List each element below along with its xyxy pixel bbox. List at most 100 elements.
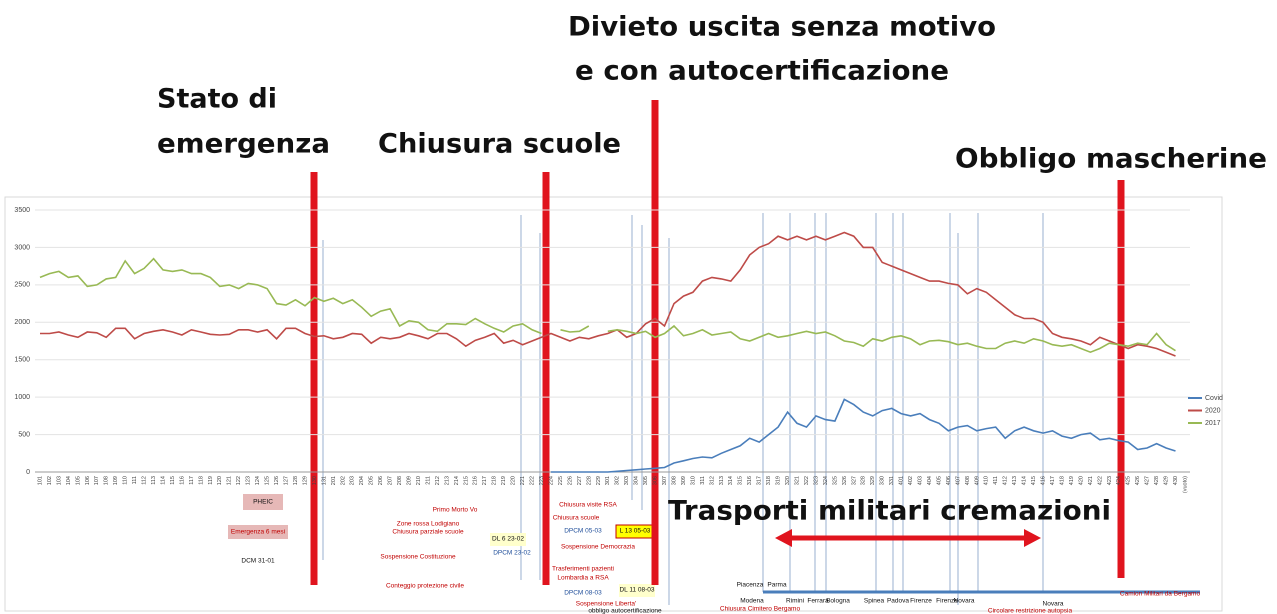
y-tick-label: 1500 xyxy=(14,357,30,364)
x-tick-label: 222 xyxy=(530,476,536,485)
x-tick-label: 111 xyxy=(132,476,138,484)
x-tick-label: 423 xyxy=(1107,476,1113,485)
event-note: DPCM 05-03 xyxy=(564,528,602,535)
x-tick-label: 110 xyxy=(123,476,129,485)
x-tick-label: 229 xyxy=(596,476,602,485)
x-tick-label: 404 xyxy=(927,476,933,485)
x-tick-label: 130 xyxy=(312,476,318,485)
x-tick-label: 413 xyxy=(1012,476,1018,485)
x-tick-label: 323 xyxy=(813,476,819,485)
event-note: Conteggio protezione civile xyxy=(386,583,464,590)
y-tick-label: 0 xyxy=(26,469,30,476)
x-tick-label: 412 xyxy=(1003,476,1009,485)
x-tick-label: 218 xyxy=(492,476,498,485)
x-tick-label: 408 xyxy=(965,476,971,485)
x-tick-label: 322 xyxy=(804,476,810,485)
event-note: Emergenza 6 mesi xyxy=(231,529,285,536)
x-tick-label: 106 xyxy=(85,476,91,485)
event-note: Rimini xyxy=(786,598,804,605)
x-tick-label: 215 xyxy=(463,476,469,485)
event-note: L 13 05-03 xyxy=(620,528,651,535)
x-tick-label: 411 xyxy=(993,476,999,485)
x-tick-label: 316 xyxy=(747,476,753,485)
x-tick-label: 331 xyxy=(889,476,895,485)
event-note: Sospensione Costituzione xyxy=(380,554,456,561)
x-tick-label: 428 xyxy=(1154,476,1160,485)
x-tick-label: 419 xyxy=(1069,476,1075,485)
x-tick-label: 320 xyxy=(785,476,791,485)
x-tick-label: 311 xyxy=(700,476,706,485)
x-tick-label: 125 xyxy=(265,476,271,485)
x-tick-label: 418 xyxy=(1059,476,1065,485)
event-note: DL 6 23-02 xyxy=(492,536,524,543)
event-note: Primo Morto Vo xyxy=(433,507,478,514)
x-tick-label: 307 xyxy=(662,476,668,485)
y-tick-label: 3500 xyxy=(14,207,30,214)
event-note: Chiusura parziale scuole xyxy=(392,529,464,536)
x-tick-label: 426 xyxy=(1135,476,1141,485)
x-tick-label: 127 xyxy=(283,476,289,485)
event-note: Novara xyxy=(1043,601,1064,608)
x-tick-label: 324 xyxy=(823,476,829,485)
x-tick-label: 306 xyxy=(653,476,659,485)
x-tick-label: 204 xyxy=(359,476,365,485)
x-tick-label: 417 xyxy=(1050,476,1056,485)
x-tick-label: 427 xyxy=(1145,476,1151,485)
event-note: Trasferimenti pazienti xyxy=(552,566,614,573)
event-note: Chiusura visite RSA xyxy=(559,502,617,509)
x-tick-label: 314 xyxy=(728,476,734,485)
x-tick-label: 420 xyxy=(1078,476,1084,485)
x-tick-label: 330 xyxy=(880,476,886,485)
x-tick-label: 305 xyxy=(643,476,649,485)
x-tick-label: 208 xyxy=(397,476,403,485)
x-tick-label: 224 xyxy=(548,476,554,485)
x-tick-label: 122 xyxy=(236,476,242,485)
y-tick-label: 500 xyxy=(18,431,30,438)
y-tick-label: 2500 xyxy=(14,282,30,289)
x-tick-label: 118 xyxy=(198,476,204,485)
x-tick-label: 422 xyxy=(1097,476,1103,485)
x-tick-label: 213 xyxy=(444,476,450,485)
event-note: obbligo autocertificazione xyxy=(588,608,662,614)
x-tick-label: 225 xyxy=(558,476,564,485)
x-tick-label: 207 xyxy=(388,476,394,485)
x-tick-label: 114 xyxy=(160,476,166,485)
headline: Obbligo mascherine xyxy=(955,144,1267,175)
x-tick-label: 312 xyxy=(709,476,715,485)
x-tick-label: 327 xyxy=(851,476,857,485)
x-tick-label: 116 xyxy=(179,476,185,485)
event-note: Novara xyxy=(954,598,975,605)
x-tick-label: 117 xyxy=(189,476,195,485)
x-tick-label: 321 xyxy=(794,476,800,485)
event-note: Zone rossa Lodigiano xyxy=(397,521,460,528)
x-tick-label: 112 xyxy=(142,476,148,485)
x-tick-label: 104 xyxy=(66,476,72,485)
x-tick-label: 128 xyxy=(293,476,299,485)
x-tick-label: 416 xyxy=(1041,476,1047,485)
x-tick-label: 325 xyxy=(832,476,838,485)
x-tick-label: 103 xyxy=(56,476,62,485)
x-tick-label: 328 xyxy=(861,476,867,485)
headline: Chiusura scuole xyxy=(378,129,621,160)
x-tick-label: 212 xyxy=(435,476,441,485)
y-tick-label: 1000 xyxy=(14,394,30,401)
x-tick-label: 126 xyxy=(274,476,280,485)
legend-label: Covid xyxy=(1205,395,1223,402)
event-note: DPCM 08-03 xyxy=(564,590,602,597)
x-tick-label: 326 xyxy=(842,476,848,485)
event-note: DPCM 23-02 xyxy=(493,550,531,557)
event-note: DL 11 08-03 xyxy=(619,587,654,594)
x-tick-label: 304 xyxy=(634,476,640,485)
event-note: Padova xyxy=(887,598,909,605)
x-tick-label: 109 xyxy=(113,476,119,485)
x-tick-label: 429 xyxy=(1164,476,1170,485)
x-tick-label: 108 xyxy=(104,476,110,485)
x-tick-label: 124 xyxy=(255,476,261,485)
legend-label: 2017 xyxy=(1205,420,1221,427)
x-tick-label: 405 xyxy=(936,476,942,485)
x-tick-label: 206 xyxy=(378,476,384,485)
y-tick-label: 3000 xyxy=(14,244,30,251)
x-tick-label: 129 xyxy=(302,476,308,485)
event-note: Piacenza xyxy=(737,582,764,589)
event-note: PHEIC xyxy=(253,499,273,506)
